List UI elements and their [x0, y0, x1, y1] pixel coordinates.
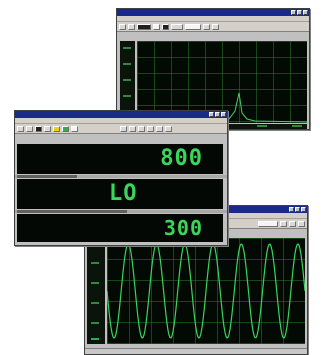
close-icon[interactable] [221, 112, 226, 117]
toolbar-button[interactable] [171, 23, 183, 30]
maximize-icon[interactable] [215, 112, 220, 117]
sine-trace [107, 243, 305, 339]
toolbar-button[interactable] [26, 125, 33, 132]
readout-panel-1: 800 [17, 144, 223, 174]
toolbar-button[interactable] [129, 125, 136, 132]
toolbar-button[interactable] [203, 23, 210, 30]
oscilloscope-plot[interactable] [107, 238, 305, 344]
spectrum-window [116, 8, 310, 130]
toolbar-button[interactable] [156, 125, 163, 132]
record-button[interactable] [35, 125, 42, 132]
toolbar-button[interactable] [185, 23, 201, 30]
color-button[interactable] [53, 125, 60, 132]
level-bar [15, 175, 227, 178]
toolbar-button[interactable] [153, 23, 160, 30]
level-bar [15, 210, 227, 213]
close-icon[interactable] [301, 207, 306, 212]
toolbar-button[interactable] [165, 125, 172, 132]
oscilloscope-statusbar [85, 348, 307, 354]
toolbar-button[interactable] [119, 23, 126, 30]
readout-panel-2: LO [17, 179, 223, 209]
spectrum-toolbar [117, 22, 309, 32]
meter-menubar[interactable] [15, 118, 227, 124]
toolbar-button[interactable] [147, 125, 154, 132]
minimize-icon[interactable] [209, 112, 214, 117]
toolbar-button[interactable] [120, 125, 127, 132]
toolbar-button[interactable] [71, 125, 78, 132]
toolbar-button[interactable] [44, 125, 51, 132]
readout-value: LO [109, 181, 138, 206]
meter-titlebar[interactable] [15, 111, 227, 118]
toolbar-button[interactable] [138, 125, 145, 132]
toolbar-button[interactable] [212, 23, 219, 30]
meter-toolbar [15, 124, 227, 134]
maximize-icon[interactable] [297, 10, 302, 15]
record-button[interactable] [137, 23, 151, 30]
minimize-icon[interactable] [291, 10, 296, 15]
minimize-icon[interactable] [289, 207, 294, 212]
toolbar-button[interactable] [298, 220, 305, 227]
spectrum-plot[interactable] [137, 41, 307, 123]
readout-value: 800 [160, 146, 203, 171]
toolbar-button[interactable] [280, 220, 287, 227]
spectrum-titlebar[interactable] [117, 9, 309, 16]
oscilloscope-y-axis [87, 238, 105, 344]
stop-button[interactable] [162, 23, 169, 30]
toolbar-button[interactable] [128, 23, 135, 30]
close-icon[interactable] [303, 10, 308, 15]
maximize-icon[interactable] [295, 207, 300, 212]
toolbar-button[interactable] [17, 125, 24, 132]
toolbar-button[interactable] [258, 220, 278, 227]
readout-panel-3: 300 [17, 214, 223, 242]
color-button[interactable] [62, 125, 69, 132]
toolbar-button[interactable] [289, 220, 296, 227]
spectrum-menubar[interactable] [117, 16, 309, 22]
readout-value: 300 [163, 216, 203, 240]
digital-meter-window: 800 LO 300 [14, 110, 228, 246]
